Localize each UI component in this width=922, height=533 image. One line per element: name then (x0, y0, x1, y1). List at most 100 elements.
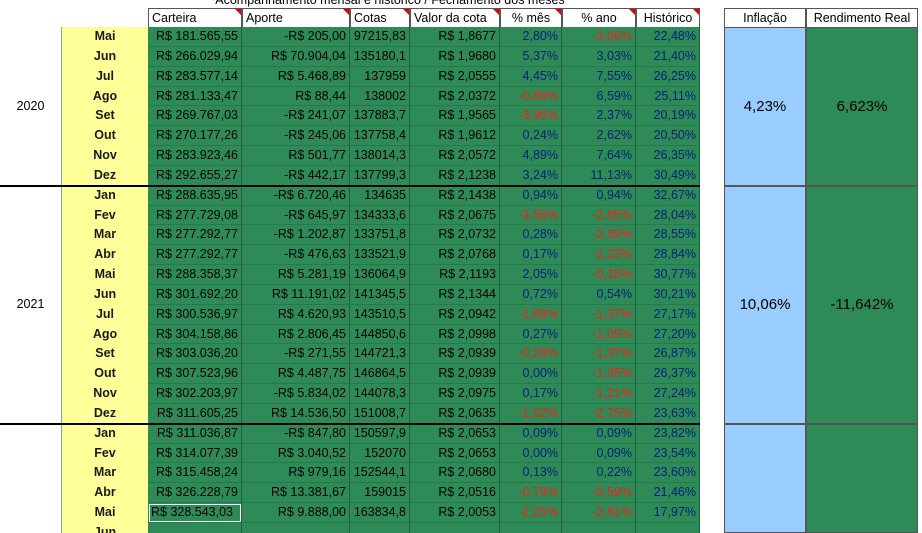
month-cell: Jan (62, 185, 148, 206)
year-cell (0, 423, 62, 533)
data-cell: 3,03% (562, 46, 636, 67)
data-cell: R$ 288.358,37 (148, 265, 242, 285)
data-cell: R$ 269.767,03 (148, 106, 242, 127)
data-cell: R$ 277.292,77 (148, 225, 242, 246)
data-cell: 144078,3 (350, 384, 410, 404)
data-cell: 20,50% (636, 126, 700, 147)
data-cell: 0,24% (500, 126, 562, 147)
data-cell: R$ 3.040,52 (242, 443, 350, 464)
data-cell: 32,67% (636, 185, 700, 206)
data-cell: R$ 277.292,77 (148, 245, 242, 266)
data-cell: R$ 2,0555 (410, 66, 500, 87)
data-cell: -0,28% (500, 344, 562, 365)
data-cell: 22,48% (636, 27, 700, 47)
data-cell: 137959 (350, 66, 410, 87)
data-cell-empty (350, 523, 410, 533)
data-cell: -2,81% (562, 503, 636, 523)
month-cell: Out (62, 364, 148, 385)
data-cell: -2,23% (562, 245, 636, 266)
side-header: Inflação (724, 8, 806, 28)
data-cell: R$ 292.655,27 (148, 165, 242, 186)
data-cell: R$ 5.281,19 (242, 265, 350, 285)
data-cell: R$ 300.536,97 (148, 304, 242, 325)
data-cell: 4,89% (500, 146, 562, 166)
data-cell: 0,54% (562, 284, 636, 305)
data-cell: 137758,4 (350, 126, 410, 147)
data-cell: 0,17% (500, 384, 562, 404)
data-cell: R$ 501,77 (242, 146, 350, 166)
data-cell: R$ 281.133,47 (148, 86, 242, 107)
column-header: Histórico (636, 8, 700, 28)
month-cell: Jun (62, 284, 148, 305)
data-cell: 137883,7 (350, 106, 410, 127)
data-cell: 0,00% (500, 443, 562, 464)
data-cell: 27,24% (636, 384, 700, 404)
data-cell: R$ 2,0653 (410, 443, 500, 464)
data-cell: 2,80% (500, 27, 562, 47)
data-cell: R$ 2,1438 (410, 185, 500, 206)
data-cell: R$ 1,9565 (410, 106, 500, 127)
inflation-block: 4,23% (724, 27, 806, 186)
column-header: Valor da cota (410, 8, 500, 28)
data-cell: R$ 283.923,46 (148, 146, 242, 166)
year-cell: 2021 (0, 185, 62, 424)
month-cell: Abr (62, 245, 148, 266)
month-cell: Fev (62, 443, 148, 464)
data-cell: 0,22% (562, 463, 636, 484)
data-cell: 144850,6 (350, 324, 410, 345)
data-cell: R$ 9.888,00 (242, 503, 350, 523)
data-cell: R$ 5.468,89 (242, 66, 350, 87)
data-cell: -R$ 241,07 (242, 106, 350, 127)
data-cell: 0,94% (500, 185, 562, 206)
data-cell: 144721,3 (350, 344, 410, 365)
data-cell: -1,21% (562, 384, 636, 404)
month-cell: Mar (62, 225, 148, 246)
data-cell-empty (562, 523, 636, 533)
month-cell: Fev (62, 205, 148, 226)
data-cell: 133751,8 (350, 225, 410, 246)
data-cell: R$ 2,0053 (410, 503, 500, 523)
data-cell: R$ 2,1193 (410, 265, 500, 285)
real-return-block (806, 423, 918, 533)
data-cell: -1,35% (562, 364, 636, 385)
data-cell: 3,24% (500, 165, 562, 186)
group-separator (0, 422, 700, 425)
data-cell: 152070 (350, 443, 410, 464)
data-cell: -R$ 847,80 (242, 423, 350, 444)
data-cell: -2,25% (500, 503, 562, 523)
month-cell: Nov (62, 384, 148, 404)
data-cell: 97215,83 (350, 27, 410, 47)
column-header: Carteira (148, 8, 242, 28)
data-cell: -1,37% (562, 344, 636, 365)
data-cell: 138014,3 (350, 146, 410, 166)
data-cell: R$ 301.692,20 (148, 284, 242, 305)
data-cell: 0,28% (500, 225, 562, 246)
data-cell: R$ 14.536,50 (242, 403, 350, 424)
data-cell: R$ 311.036,87 (148, 423, 242, 444)
data-cell: -R$ 5.834,02 (242, 384, 350, 404)
data-cell: R$ 181.565,55 (148, 27, 242, 47)
data-cell: R$ 2,0768 (410, 245, 500, 266)
data-cell: R$ 2,0372 (410, 86, 500, 107)
data-cell: R$ 2,1238 (410, 165, 500, 186)
data-cell: R$ 2,0939 (410, 344, 500, 365)
data-cell: R$ 2,0680 (410, 463, 500, 484)
data-cell: 28,04% (636, 205, 700, 226)
data-cell: R$ 1,9680 (410, 46, 500, 67)
data-cell: -R$ 476,63 (242, 245, 350, 266)
data-cell: 141345,5 (350, 284, 410, 305)
data-cell: -R$ 442,17 (242, 165, 350, 186)
data-cell-empty (500, 523, 562, 533)
data-cell: 0,13% (500, 463, 562, 484)
real-return-block: 6,623% (806, 27, 918, 186)
data-cell: 137799,3 (350, 165, 410, 186)
column-header: % mês (500, 8, 562, 28)
data-cell: -R$ 245,06 (242, 126, 350, 147)
data-cell: -R$ 205,00 (242, 27, 350, 47)
data-cell: 135180,1 (350, 46, 410, 67)
data-cell: R$ 283.577,14 (148, 66, 242, 87)
data-cell: R$ 328.543,03 (148, 503, 242, 523)
month-cell: Jun (62, 46, 148, 67)
data-cell: 28,84% (636, 245, 700, 266)
data-cell: 17,97% (636, 503, 700, 523)
